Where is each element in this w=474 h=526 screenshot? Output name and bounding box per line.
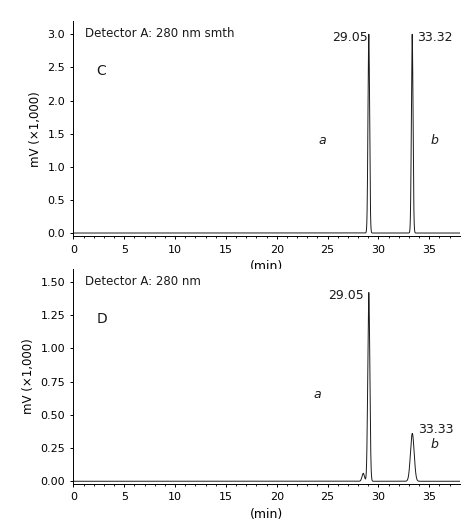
Text: 29.05: 29.05 [332,31,368,44]
Y-axis label: mV (×1,000): mV (×1,000) [29,91,42,167]
X-axis label: (min): (min) [250,260,283,273]
Text: Detector A: 280 nm smth: Detector A: 280 nm smth [85,27,235,41]
Y-axis label: mV (×1,000): mV (×1,000) [22,338,35,414]
Text: Detector A: 280 nm: Detector A: 280 nm [85,275,201,288]
Text: C: C [97,64,106,78]
Text: b: b [430,438,438,451]
Text: D: D [97,312,108,326]
Text: 33.33: 33.33 [418,423,454,436]
Text: b: b [430,134,438,147]
Text: 29.05: 29.05 [328,289,364,302]
Text: 33.32: 33.32 [417,31,453,44]
Text: ( a ): ( a ) [253,284,281,298]
X-axis label: (min): (min) [250,508,283,521]
Text: a: a [319,134,327,147]
Text: a: a [314,388,321,401]
